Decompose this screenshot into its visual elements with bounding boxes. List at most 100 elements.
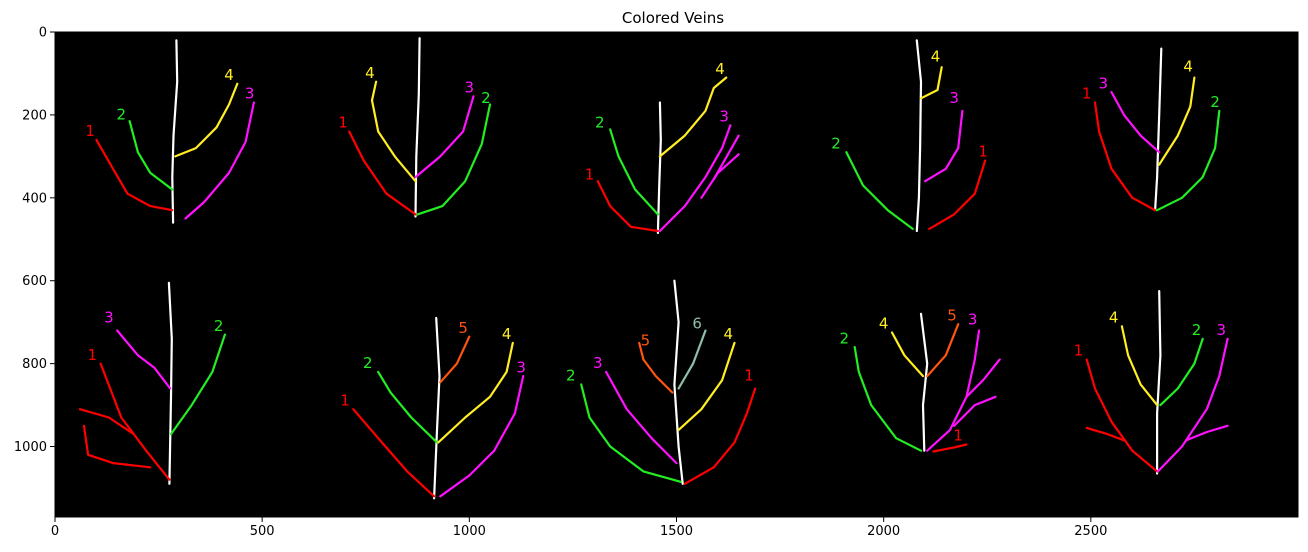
leaf-1-vein-2 [128,119,174,191]
leaf-7: 1 2 5 43 [340,316,526,500]
leaf-10-midrib [1155,290,1162,475]
x-tick-label-2000: 2000 [867,524,900,539]
y-tick-label-800: 800 [22,357,47,372]
x-tick-label-1000: 1000 [453,524,486,539]
leaf-4-vein-4 [919,66,943,100]
leaf-7-vein-4 [437,341,514,444]
image-area [55,32,1298,517]
leaf-5-vein-2 [1155,109,1221,212]
leaf-3-vein-branch-5 [712,134,740,181]
leaf-1-vein-label-3: 3 [245,85,255,103]
leaf-1-vein-label-1: 1 [85,122,95,140]
leaf-3-vein-3 [658,124,732,233]
leaf-1-vein-label-2: 2 [117,105,127,123]
leaf-8-vein-6 [677,329,707,390]
leaf-6-vein-3 [116,329,172,390]
leaf-8-midrib [673,279,684,485]
leaf-3-midrib [656,101,662,235]
leaf-8-vein-label-5: 5 [641,331,651,349]
leaf-1-vein-1 [95,138,174,212]
leaf-6-vein-label-1: 1 [88,346,98,364]
leaf-10-vein-label-4: 4 [1109,309,1119,327]
leaf-7-vein-label-4: 4 [502,325,512,343]
leaf-8-vein-4 [677,341,736,431]
leaf-5-vein-label-1: 1 [1082,85,1092,103]
leaf-10: 1 4 2 3 [1074,290,1229,475]
leaf-9-vein-label-1: 1 [953,427,963,445]
leaf-10-vein-label-1: 1 [1074,342,1084,360]
leaf-1: 1 2 43 [85,39,255,224]
leaf-2-vein-label-3: 3 [465,79,475,97]
leaf-3-vein-label-3: 3 [719,108,729,126]
chart-title: Colored Veins [622,9,724,27]
leaf-8-vein-label-3: 3 [593,354,603,372]
leaf-9-vein-5 [926,323,960,378]
y-tick-label-1000: 1000 [14,440,47,455]
leaf-5-midrib [1153,47,1163,212]
x-tick-label-1500: 1500 [660,524,693,539]
leaf-2-vein-3 [414,95,475,179]
leaf-10-vein-3 [1156,337,1229,473]
leaf-2-vein-2 [416,103,492,216]
leaf-2-vein-1 [348,130,417,216]
leaf-2-vein-label-4: 4 [365,64,375,82]
leaf-2: 1 4 32 [338,37,492,218]
leaf-2-vein-label-2: 2 [481,89,491,107]
leaf-7-vein-1 [352,408,436,498]
leaf-4-vein-label-2: 2 [831,134,841,152]
leaf-8-vein-1 [683,387,757,485]
leaf-3-vein-2 [609,128,660,216]
y-tick-label-600: 600 [22,274,47,289]
leaf-7-vein-3 [439,375,525,498]
leaf-6-vein-2 [169,333,226,436]
leaf-9: 2 4 5 3 1 [840,307,1001,453]
leaf-7-vein-2 [377,370,439,444]
leaf-9-vein-4 [890,331,925,378]
leaf-10-vein-branch-5 [1184,424,1229,442]
leaf-4-midrib [915,39,923,233]
leaf-3-vein-label-1: 1 [585,166,595,184]
leaf-9-vein-label-5: 5 [947,307,957,325]
leaf-10-vein-branch-1 [1085,426,1126,442]
leaf-8-vein-label-6: 6 [692,315,702,333]
leaf-8-vein-label-1: 1 [744,367,754,385]
leaf-8-vein-label-2: 2 [566,367,576,385]
leaf-2-midrib [414,37,421,218]
leaf-10-vein-4 [1120,325,1159,407]
leaf-4-vein-label-3: 3 [949,89,959,107]
leaf-6-midrib [167,281,173,485]
y-tick-label-0: 0 [39,26,47,41]
leaf-10-vein-2 [1159,337,1204,407]
leaf-8-vein-5 [638,341,674,394]
leaf-9-vein-label-4: 4 [879,315,889,333]
leaf-7-vein-label-3: 3 [516,358,526,376]
leaf-9-midrib [919,312,929,452]
leaf-6-vein-branch-1 [82,424,152,469]
x-tick-label-0: 0 [51,524,59,539]
leaf-5: 13 42 [1082,47,1221,212]
leaf-6: 1 3 2 [78,281,226,485]
leaf-4-vein-label-4: 4 [931,47,941,65]
leaf-3-vein-label-2: 2 [595,114,605,132]
leaf-5-vein-3 [1110,90,1161,154]
x-tick-label-500: 500 [250,524,275,539]
leaf-1-vein-4 [174,82,239,158]
leaf-7-vein-5 [439,335,471,384]
leaf-6-vein-branch-2 [78,408,135,436]
leaf-4-vein-label-1: 1 [978,143,988,161]
leaf-7-vein-label-1: 1 [340,391,350,409]
leaf-7-vein-label-5: 5 [458,319,468,337]
leaf-4-vein-2 [845,151,914,230]
leaf-5-vein-1 [1093,101,1157,212]
leaf-2-vein-4 [370,80,417,183]
leaf-8-vein-3 [604,370,678,465]
leaf-9-vein-label-2: 2 [840,329,850,347]
leaf-1-vein-3 [184,101,255,220]
leaf-6-vein-label-2: 2 [214,317,224,335]
leaf-1-vein-label-4: 4 [224,66,234,84]
leaf-5-vein-label-4: 4 [1183,58,1193,76]
leaf-9-vein-branch-4 [952,395,997,427]
leaf-8-vein-label-4: 4 [724,325,734,343]
